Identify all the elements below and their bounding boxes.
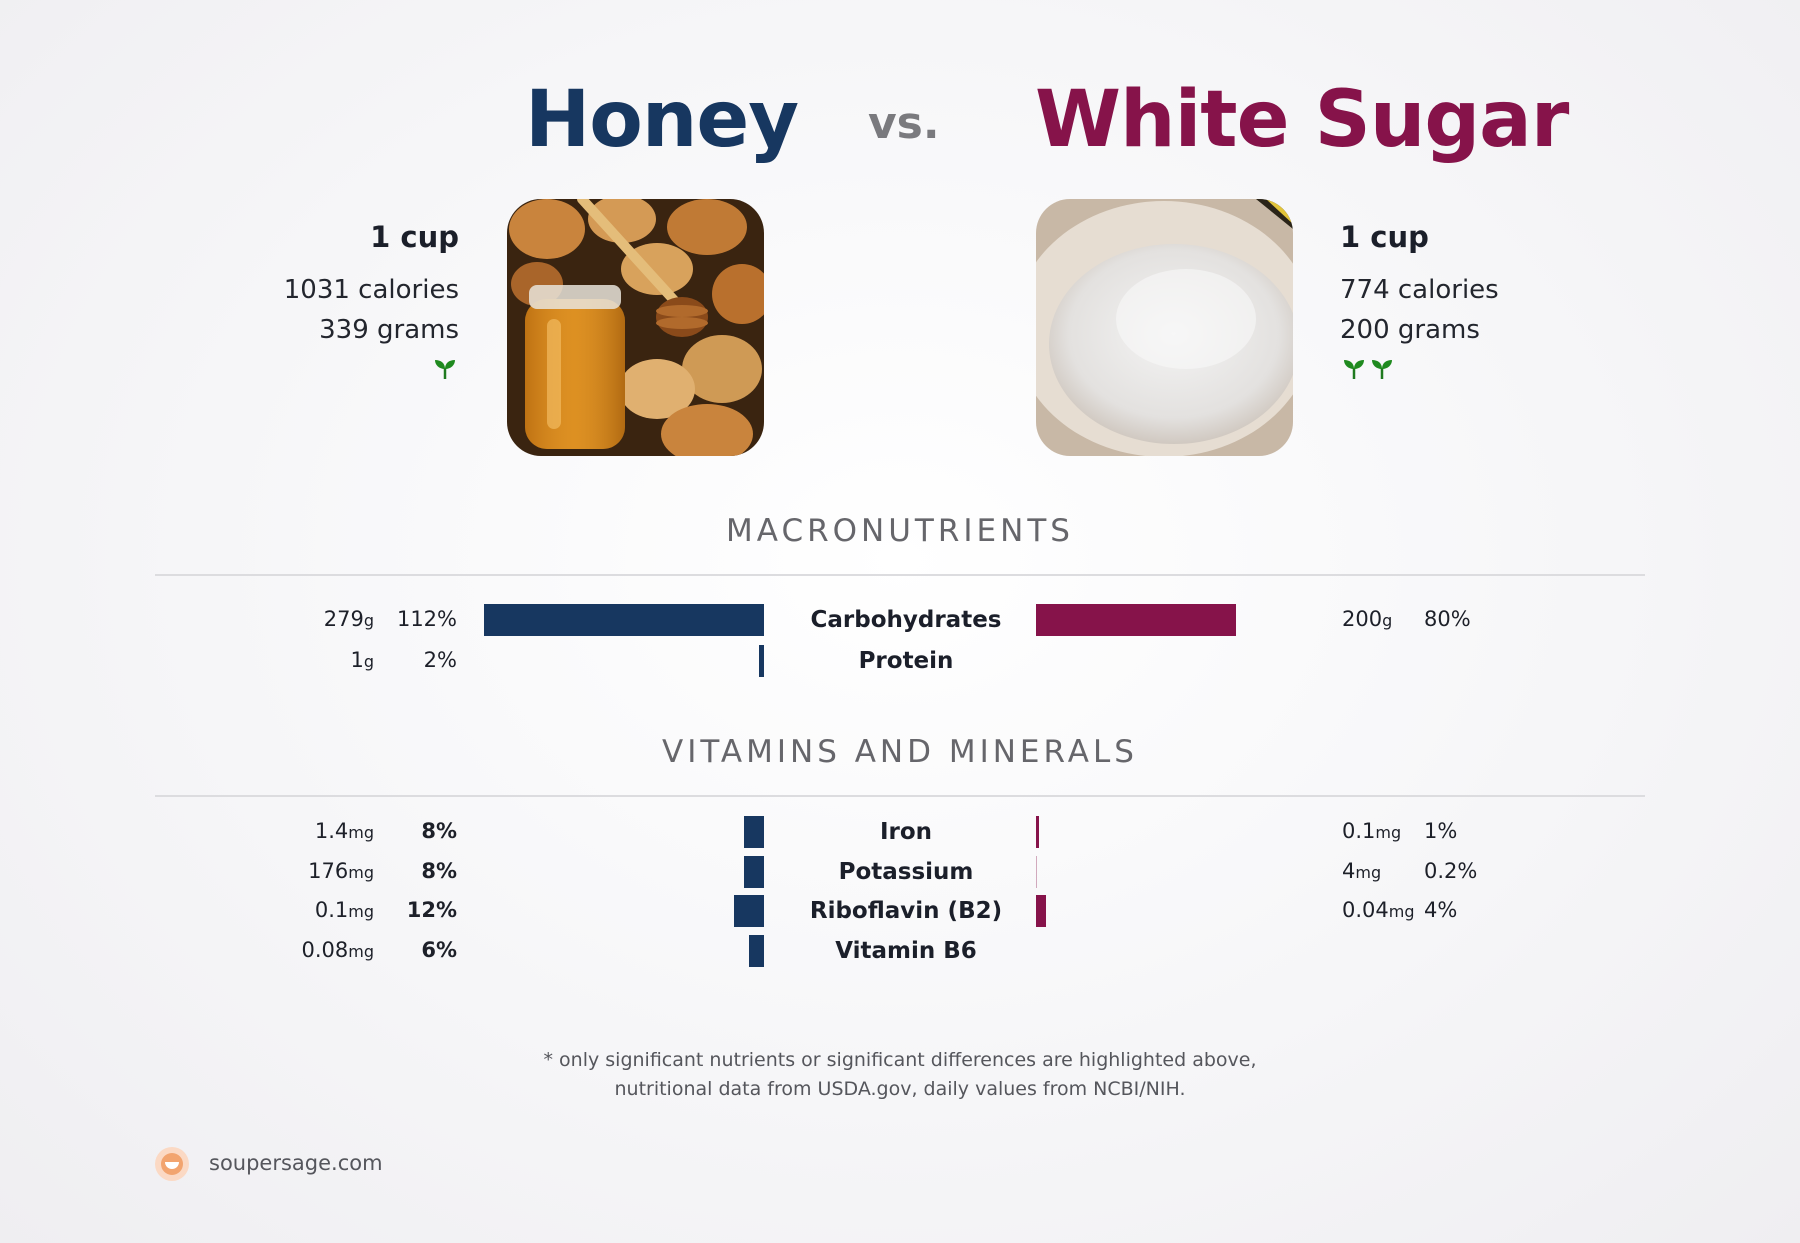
honey-image: [507, 199, 764, 456]
honey-amount-iron: 1.4mg: [314, 819, 374, 843]
footnote: * only significant nutrients or signific…: [0, 1046, 1800, 1104]
soupersage-logo-icon: [154, 1146, 190, 1182]
honey-bar-potassium: [744, 855, 764, 888]
white-sugar-bar-iron: [1036, 816, 1039, 848]
honey-percent-riboflavin-b2: 12%: [406, 898, 457, 922]
right-food-title: White Sugar: [1035, 75, 1569, 165]
white-sugar-bar-riboflavin-b2: [1036, 895, 1046, 927]
white-sugar-percent-riboflavin-b2: 4%: [1424, 898, 1458, 922]
white-sugar-amount-iron: 0.1mg: [1342, 819, 1402, 843]
brand-link[interactable]: soupersage.com: [209, 1151, 383, 1175]
left-sprout-rating: [431, 358, 459, 380]
honey-amount-potassium: 176mg: [308, 858, 374, 883]
honey-amount-vitamin-b6: 0.08mg: [301, 937, 374, 962]
right-calories: 774 calories: [1340, 275, 1499, 305]
honey-bar-carbohydrates: [484, 604, 764, 636]
honey-bar-iron: [744, 816, 764, 848]
macronutrients-heading: MACRONUTRIENTS: [726, 513, 1074, 549]
honey-amount-riboflavin-b2: 0.1mg: [314, 898, 374, 922]
honey-percent-vitamin-b6: 6%: [421, 937, 457, 962]
white-sugar-amount-carbohydrates: 200g: [1342, 607, 1393, 631]
nutrient-label-vitamin-b6: Vitamin B6: [835, 937, 977, 964]
honey-percent-iron: 8%: [421, 819, 457, 843]
white-sugar-percent-carbohydrates: 80%: [1424, 607, 1471, 631]
vs-label: vs.: [868, 98, 940, 149]
right-sprout-rating: [1340, 358, 1396, 380]
white-sugar-amount-riboflavin-b2: 0.04mg: [1342, 898, 1415, 922]
footnote-line-1: * only significant nutrients or signific…: [543, 1049, 1257, 1071]
vitamins-heading: VITAMINS AND MINERALS: [662, 734, 1138, 770]
nutrient-label-iron: Iron: [879, 819, 933, 845]
honey-amount-carbohydrates: 279g: [323, 607, 374, 631]
left-food-title: Honey: [525, 75, 799, 165]
macronutrients-divider: [155, 574, 1645, 576]
left-calories: 1031 calories: [283, 275, 459, 305]
right-grams: 200 grams: [1340, 315, 1480, 345]
nutrient-label-protein: Protein: [858, 648, 954, 674]
white-sugar-bar-carbohydrates: [1036, 604, 1236, 636]
nutrient-label-carbohydrates: Carbohydrates: [810, 607, 1002, 633]
honey-percent-carbohydrates: 112%: [396, 607, 457, 631]
biscuit-icon: [509, 199, 764, 456]
left-grams: 339 grams: [319, 315, 459, 345]
vitamins-divider: [155, 795, 1645, 797]
honey-amount-protein: 1g: [350, 648, 374, 672]
white-sugar-image: [1036, 199, 1293, 456]
honey-bar-riboflavin-b2: [734, 895, 764, 927]
white-sugar-percent-iron: 1%: [1424, 819, 1458, 843]
nutrient-label-riboflavin-b2: Riboflavin (B2): [809, 898, 1003, 924]
white-sugar-bar-potassium: [1036, 855, 1037, 888]
right-serving-size: 1 cup: [1340, 220, 1429, 254]
honey-bar-vitamin-b6: [749, 934, 764, 967]
honey-percent-potassium: 8%: [421, 858, 457, 883]
honey-percent-protein: 2%: [423, 648, 457, 672]
honey-bar-protein: [759, 645, 764, 677]
white-sugar-percent-potassium: 0.2%: [1424, 858, 1478, 883]
white-sugar-amount-potassium: 4mg: [1342, 858, 1382, 883]
nutrient-label-potassium: Potassium: [838, 858, 974, 885]
left-serving-size: 1 cup: [370, 220, 459, 254]
footnote-line-2: nutritional data from USDA.gov, daily va…: [614, 1078, 1186, 1100]
